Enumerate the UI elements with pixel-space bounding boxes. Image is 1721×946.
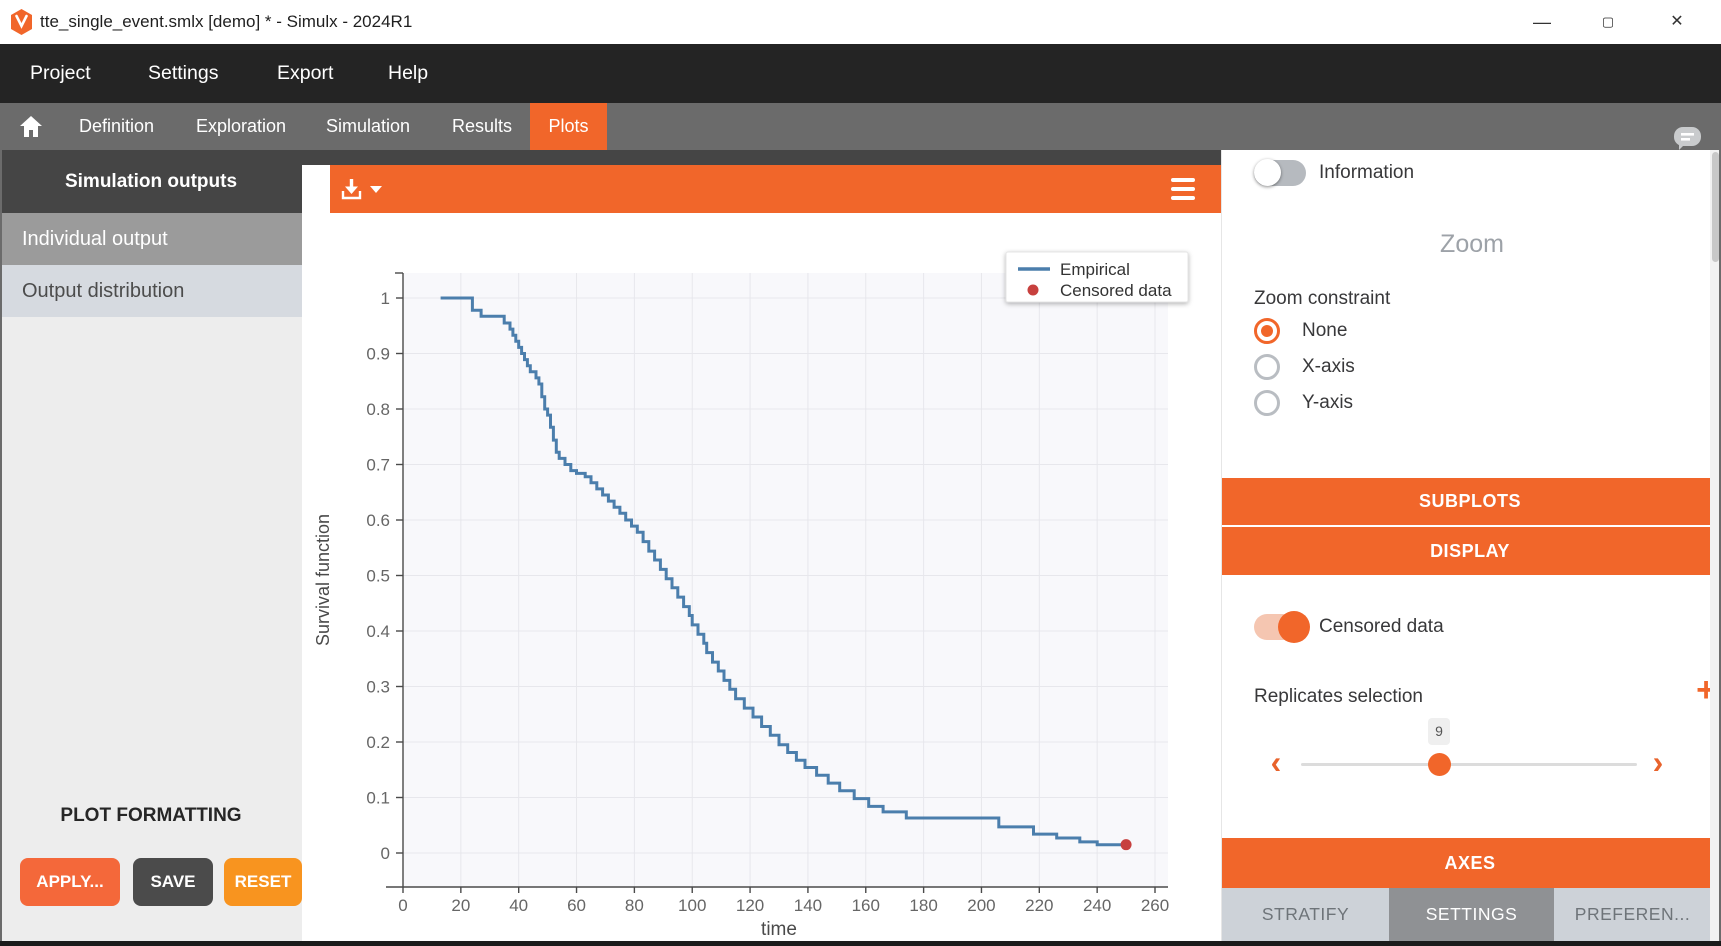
tab-exploration[interactable]: Exploration — [196, 103, 286, 150]
svg-text:0.5: 0.5 — [366, 567, 390, 586]
plots-sidebar: Simulation outputs Individual output Out… — [0, 150, 302, 941]
svg-text:0.8: 0.8 — [366, 400, 390, 419]
minimize-button[interactable]: — — [1522, 0, 1562, 44]
svg-text:160: 160 — [852, 896, 880, 915]
svg-text:Empirical: Empirical — [1060, 260, 1130, 279]
axes-section-button[interactable]: AXES — [1222, 838, 1718, 888]
home-icon[interactable] — [19, 115, 43, 138]
save-button[interactable]: SAVE — [133, 858, 213, 906]
svg-text:0.7: 0.7 — [366, 456, 390, 475]
title-bar: tte_single_event.smlx [demo] * - Simulx … — [0, 0, 1721, 44]
replicates-slider-track[interactable] — [1301, 763, 1637, 766]
radio-none[interactable] — [1254, 318, 1280, 344]
application-window: tte_single_event.smlx [demo] * - Simulx … — [0, 0, 1721, 946]
svg-text:40: 40 — [509, 896, 528, 915]
window-title: tte_single_event.smlx [demo] * - Simulx … — [40, 0, 412, 44]
svg-text:220: 220 — [1025, 896, 1053, 915]
svg-text:80: 80 — [625, 896, 644, 915]
settings-panel: Information Zoom Zoom constraint None X-… — [1221, 150, 1721, 941]
plot-formatting-title: PLOT FORMATTING — [0, 805, 302, 831]
tab-definition[interactable]: Definition — [79, 103, 154, 150]
x-axis-label: time — [761, 919, 797, 940]
radio-x-axis[interactable] — [1254, 354, 1280, 380]
radio-none-label: None — [1302, 318, 1347, 344]
svg-text:0.4: 0.4 — [366, 622, 390, 641]
menu-bar: Project Settings Export Help — [0, 44, 1721, 103]
svg-text:0.2: 0.2 — [366, 733, 390, 752]
svg-text:260: 260 — [1141, 896, 1169, 915]
svg-text:0: 0 — [398, 896, 407, 915]
tab-simulation[interactable]: Simulation — [326, 103, 410, 150]
panel-scrollbar-thumb[interactable] — [1712, 152, 1719, 262]
y-axis-label: Survival function — [313, 514, 333, 646]
svg-text:60: 60 — [567, 896, 586, 915]
menu-help[interactable]: Help — [388, 44, 428, 103]
tab-plots[interactable]: Plots — [530, 103, 607, 150]
download-icon[interactable] — [340, 177, 363, 201]
close-button[interactable]: ✕ — [1657, 0, 1697, 44]
svg-text:0: 0 — [381, 844, 390, 863]
display-section-button[interactable]: DISPLAY — [1222, 527, 1718, 575]
plot-top-strip — [302, 150, 1221, 165]
svg-text:Censored data: Censored data — [1060, 281, 1172, 300]
menu-settings[interactable]: Settings — [148, 44, 218, 103]
svg-text:100: 100 — [678, 896, 706, 915]
svg-text:20: 20 — [451, 896, 470, 915]
replicate-value-badge: 9 — [1428, 718, 1450, 745]
sidebar-item-output-distribution[interactable]: Output distribution — [0, 265, 302, 317]
tab-preferences[interactable]: PREFEREN... — [1554, 888, 1711, 941]
svg-text:120: 120 — [736, 896, 764, 915]
menu-project[interactable]: Project — [30, 44, 91, 103]
svg-text:240: 240 — [1083, 896, 1111, 915]
information-label: Information — [1319, 160, 1414, 186]
plot-toolbar — [330, 165, 1221, 213]
replicates-selection-label: Replicates selection — [1254, 686, 1423, 708]
menu-export[interactable]: Export — [277, 44, 333, 103]
slider-prev-icon[interactable]: ‹ — [1264, 746, 1288, 780]
tab-settings[interactable]: SETTINGS — [1389, 888, 1554, 941]
zoom-section-title: Zoom — [1222, 230, 1721, 259]
radio-y-axis[interactable] — [1254, 390, 1280, 416]
download-caret-icon[interactable] — [370, 186, 382, 193]
svg-text:1: 1 — [381, 289, 390, 308]
sidebar-header: Simulation outputs — [0, 150, 330, 213]
subplots-section-button[interactable]: SUBPLOTS — [1222, 478, 1718, 525]
svg-text:180: 180 — [909, 896, 937, 915]
svg-text:140: 140 — [794, 896, 822, 915]
radio-y-axis-label: Y-axis — [1302, 390, 1353, 416]
window-bottom-border — [0, 941, 1721, 946]
censored-data-point — [1121, 839, 1132, 850]
svg-text:0.1: 0.1 — [366, 789, 390, 808]
tab-results[interactable]: Results — [452, 103, 512, 150]
maximize-button[interactable]: ▢ — [1588, 0, 1628, 44]
main-tab-bar: Definition Exploration Simulation Result… — [0, 103, 1721, 150]
survival-chart[interactable]: 0 0.1 0.2 0.3 0.4 0.5 0.6 0.7 0.8 0.9 1 0 20 40 60 80 10… — [302, 213, 1221, 941]
sidebar-header-label: Simulation outputs — [0, 150, 302, 213]
tab-stratify[interactable]: STRATIFY — [1222, 888, 1389, 941]
slider-next-icon[interactable]: › — [1646, 746, 1670, 780]
svg-text:0.3: 0.3 — [366, 678, 390, 697]
plot-container: 0 0.1 0.2 0.3 0.4 0.5 0.6 0.7 0.8 0.9 1 0 20 40 60 80 10… — [302, 150, 1221, 941]
censored-data-toggle[interactable] — [1254, 614, 1306, 640]
svg-text:0.9: 0.9 — [366, 345, 390, 364]
sidebar-item-individual-output[interactable]: Individual output — [0, 213, 302, 265]
reset-button[interactable]: RESET — [224, 858, 302, 906]
zoom-constraint-label: Zoom constraint — [1254, 288, 1390, 310]
information-toggle[interactable] — [1254, 160, 1306, 186]
radio-x-axis-label: X-axis — [1302, 354, 1355, 380]
svg-text:0.6: 0.6 — [366, 511, 390, 530]
replicates-slider-thumb[interactable] — [1428, 753, 1451, 776]
simulx-logo-icon — [10, 9, 33, 35]
legend: Empirical Censored data — [1006, 252, 1188, 302]
window-left-border — [0, 150, 2, 941]
censored-data-label: Censored data — [1319, 612, 1444, 642]
comment-bubble-icon[interactable] — [1672, 126, 1702, 150]
svg-text:200: 200 — [967, 896, 995, 915]
apply-button[interactable]: APPLY... — [20, 858, 120, 906]
plot-menu-icon[interactable] — [1171, 178, 1195, 200]
